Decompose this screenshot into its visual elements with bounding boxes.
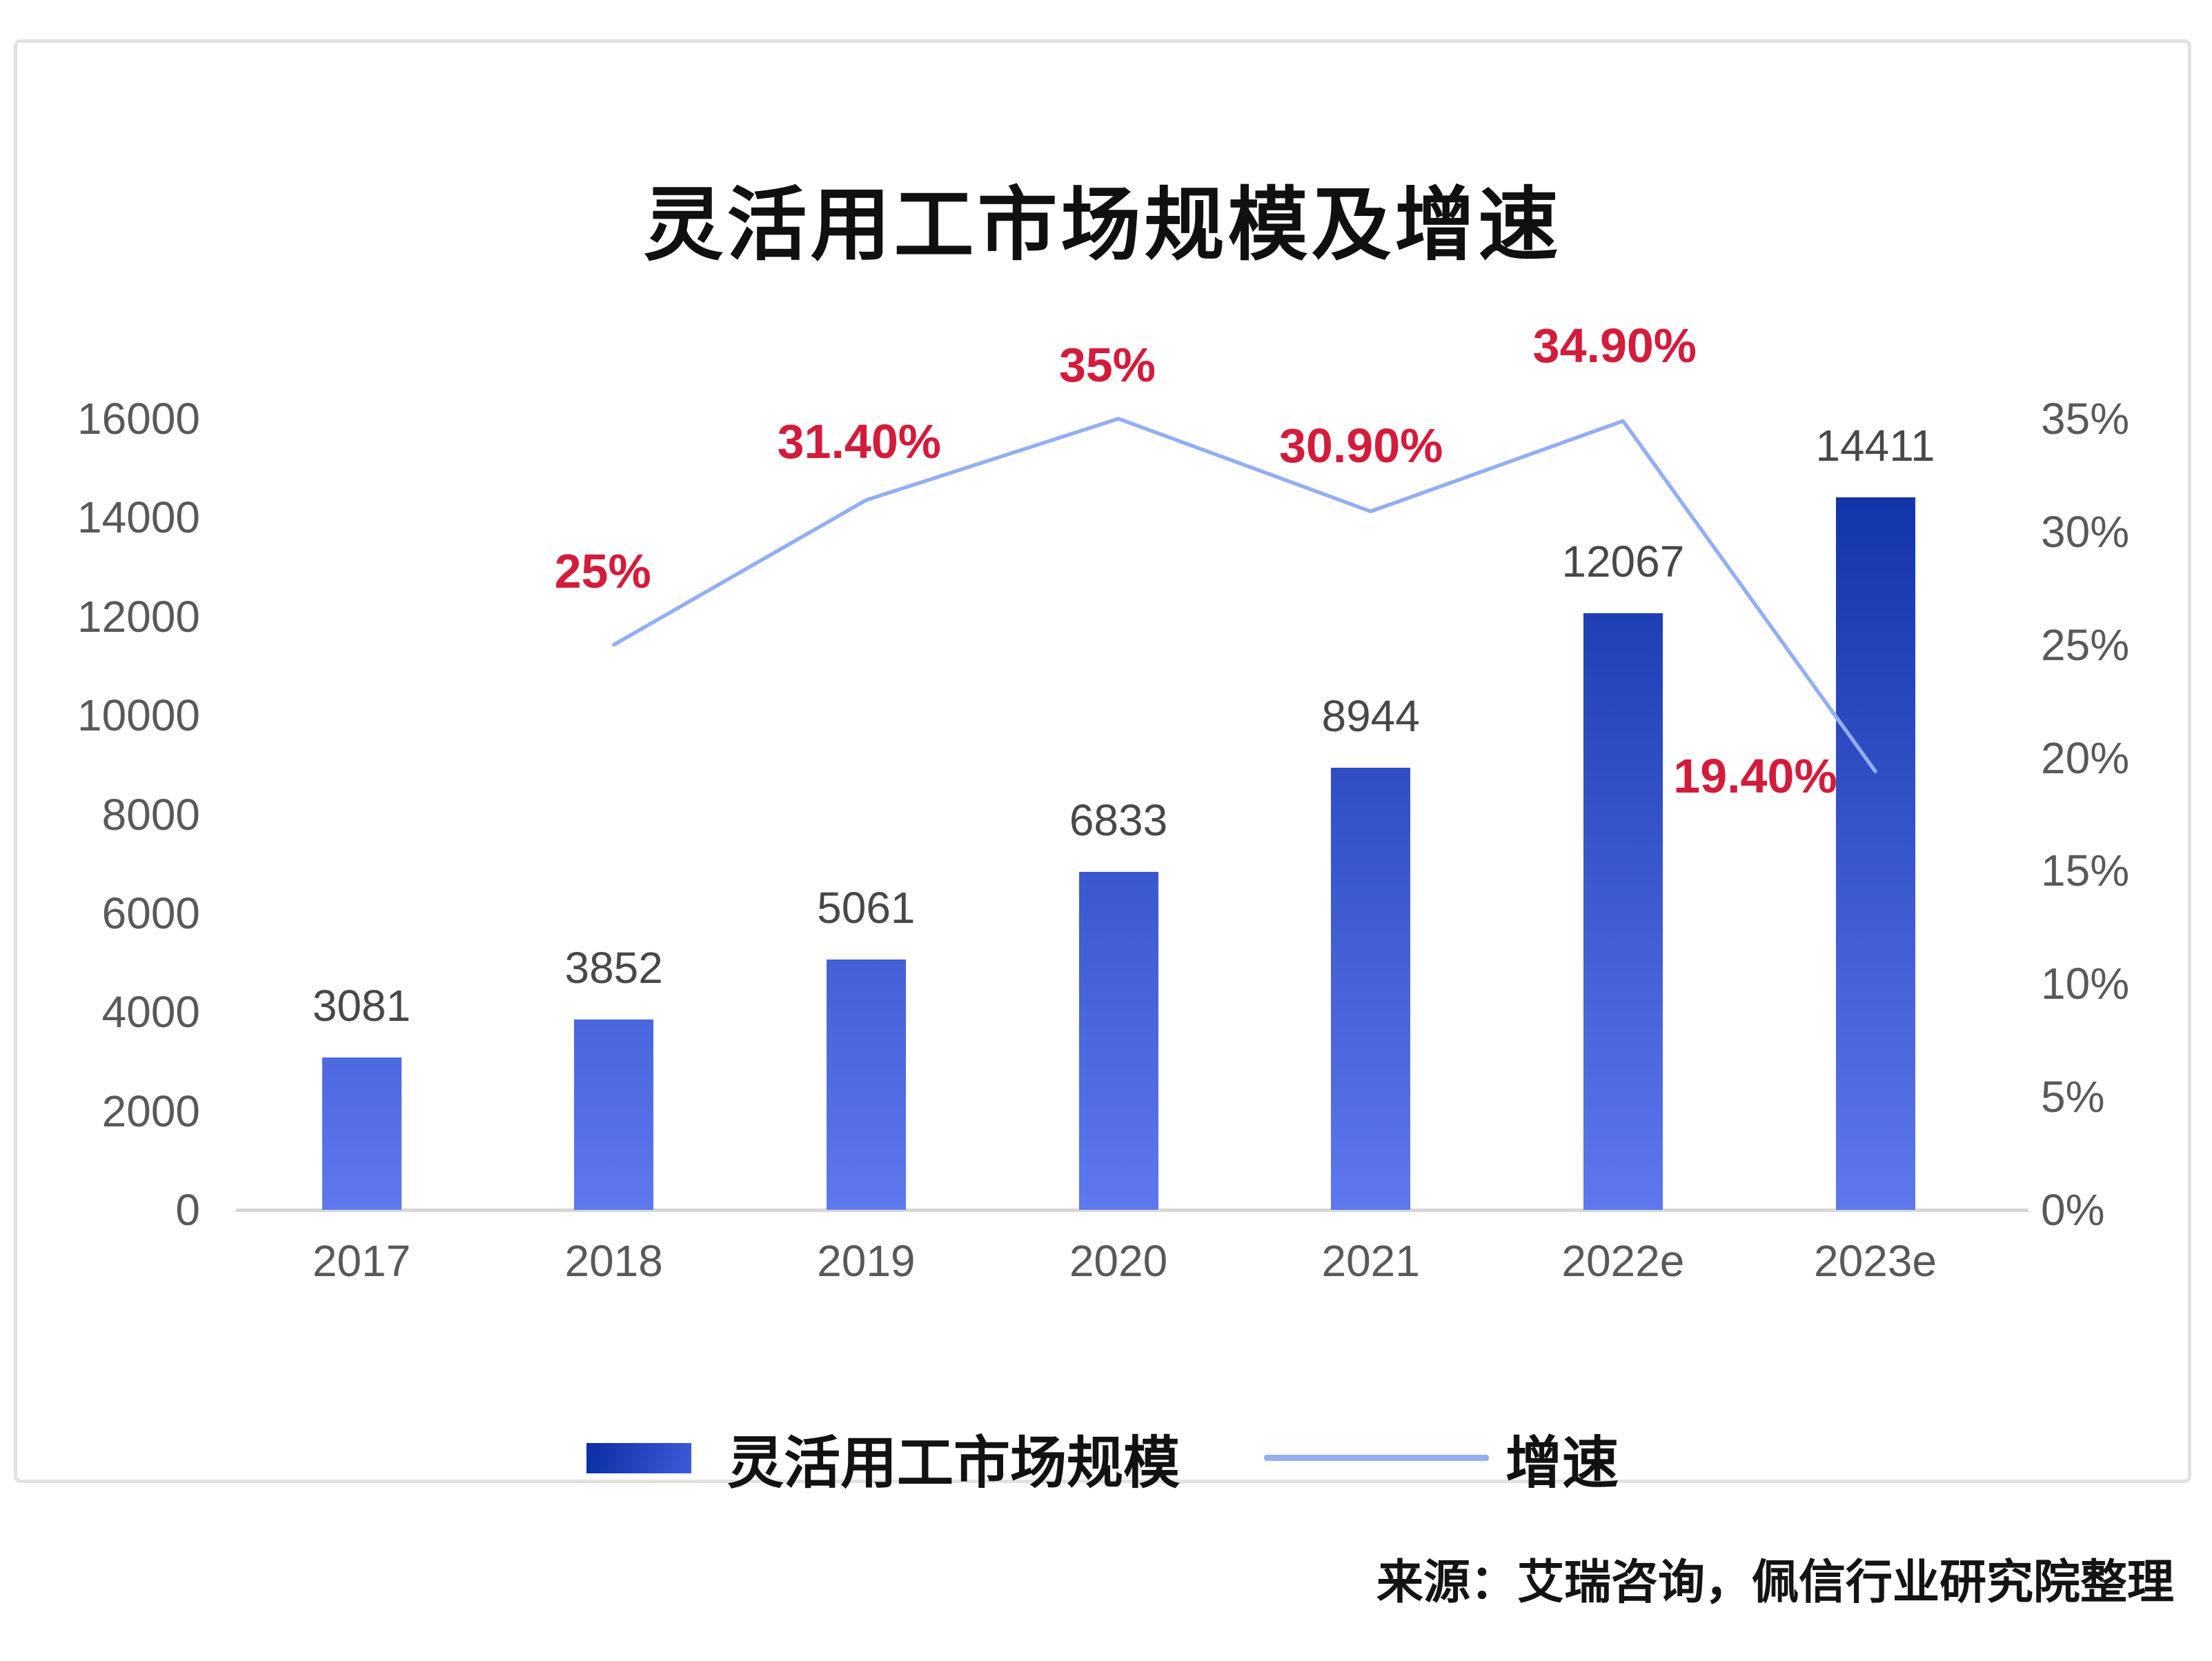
rate-label: 19.40%	[1673, 749, 1837, 804]
bar-value-label: 3852	[564, 942, 663, 993]
legend: 灵活用工市场规模 增速	[17, 1417, 2188, 1499]
source-note: 来源：艾瑞咨询，佩信行业研究院整理	[1376, 1556, 2174, 1609]
bar-value-label: 14411	[1815, 420, 1935, 470]
rate-label: 30.90%	[1278, 419, 1443, 473]
bar-value-label: 12067	[1561, 536, 1685, 586]
y-tick-label-right: 30%	[2041, 506, 2130, 557]
y-tick-label-right: 20%	[2041, 733, 2130, 783]
chart-title: 灵活用工市场规模及增速	[643, 180, 1562, 270]
x-tick-label: 2021	[1321, 1236, 1420, 1286]
x-tick-label: 2017	[312, 1236, 411, 1286]
bar-value-label: 3081	[312, 981, 411, 1031]
y-tick-label-right: 35%	[2041, 394, 2130, 444]
bar	[322, 1057, 402, 1210]
y-tick-label-left: 2000	[101, 1086, 200, 1136]
x-axis-line	[236, 1209, 2028, 1212]
rate-label: 31.40%	[777, 414, 942, 468]
bar	[574, 1019, 654, 1210]
x-tick-label: 2022e	[1561, 1236, 1685, 1286]
legend-line-swatch	[1264, 1455, 1489, 1461]
legend-line-label: 增速	[1505, 1432, 1619, 1495]
legend-bar-label: 灵活用工市场规模	[727, 1432, 1180, 1495]
y-tick-label-right: 0%	[2041, 1185, 2105, 1235]
bar-value-label: 5061	[817, 883, 916, 933]
growth-polyline	[611, 417, 1877, 773]
bar	[826, 959, 906, 1210]
y-tick-label-left: 10000	[77, 690, 200, 741]
bar-value-label: 6833	[1069, 795, 1168, 846]
bar	[1078, 872, 1158, 1210]
x-tick-label: 2023e	[1814, 1236, 1937, 1286]
y-tick-label-left: 16000	[77, 394, 200, 444]
y-tick-label-left: 8000	[101, 789, 200, 839]
y-tick-label-left: 14000	[77, 493, 200, 543]
y-tick-label-left: 12000	[77, 591, 200, 641]
y-tick-label-right: 10%	[2041, 959, 2130, 1009]
y-tick-label-right: 15%	[2041, 846, 2130, 896]
rate-label: 35%	[1058, 338, 1156, 392]
y-tick-label-right: 5%	[2041, 1072, 2105, 1122]
bar-value-label: 8944	[1321, 690, 1420, 741]
y-tick-label-right: 25%	[2041, 619, 2130, 670]
x-tick-label: 2019	[817, 1236, 916, 1286]
y-tick-label-left: 4000	[101, 987, 200, 1037]
x-tick-label: 2020	[1069, 1236, 1168, 1286]
y-tick-label-left: 0	[175, 1185, 200, 1235]
x-tick-label: 2018	[564, 1236, 663, 1286]
bar	[1331, 767, 1411, 1210]
bar	[1835, 497, 1915, 1210]
bar	[1583, 613, 1663, 1210]
rate-label: 25%	[554, 544, 651, 598]
legend-bar-swatch	[586, 1442, 691, 1473]
y-tick-label-left: 6000	[101, 888, 200, 938]
rate-label: 34.90%	[1532, 319, 1697, 373]
